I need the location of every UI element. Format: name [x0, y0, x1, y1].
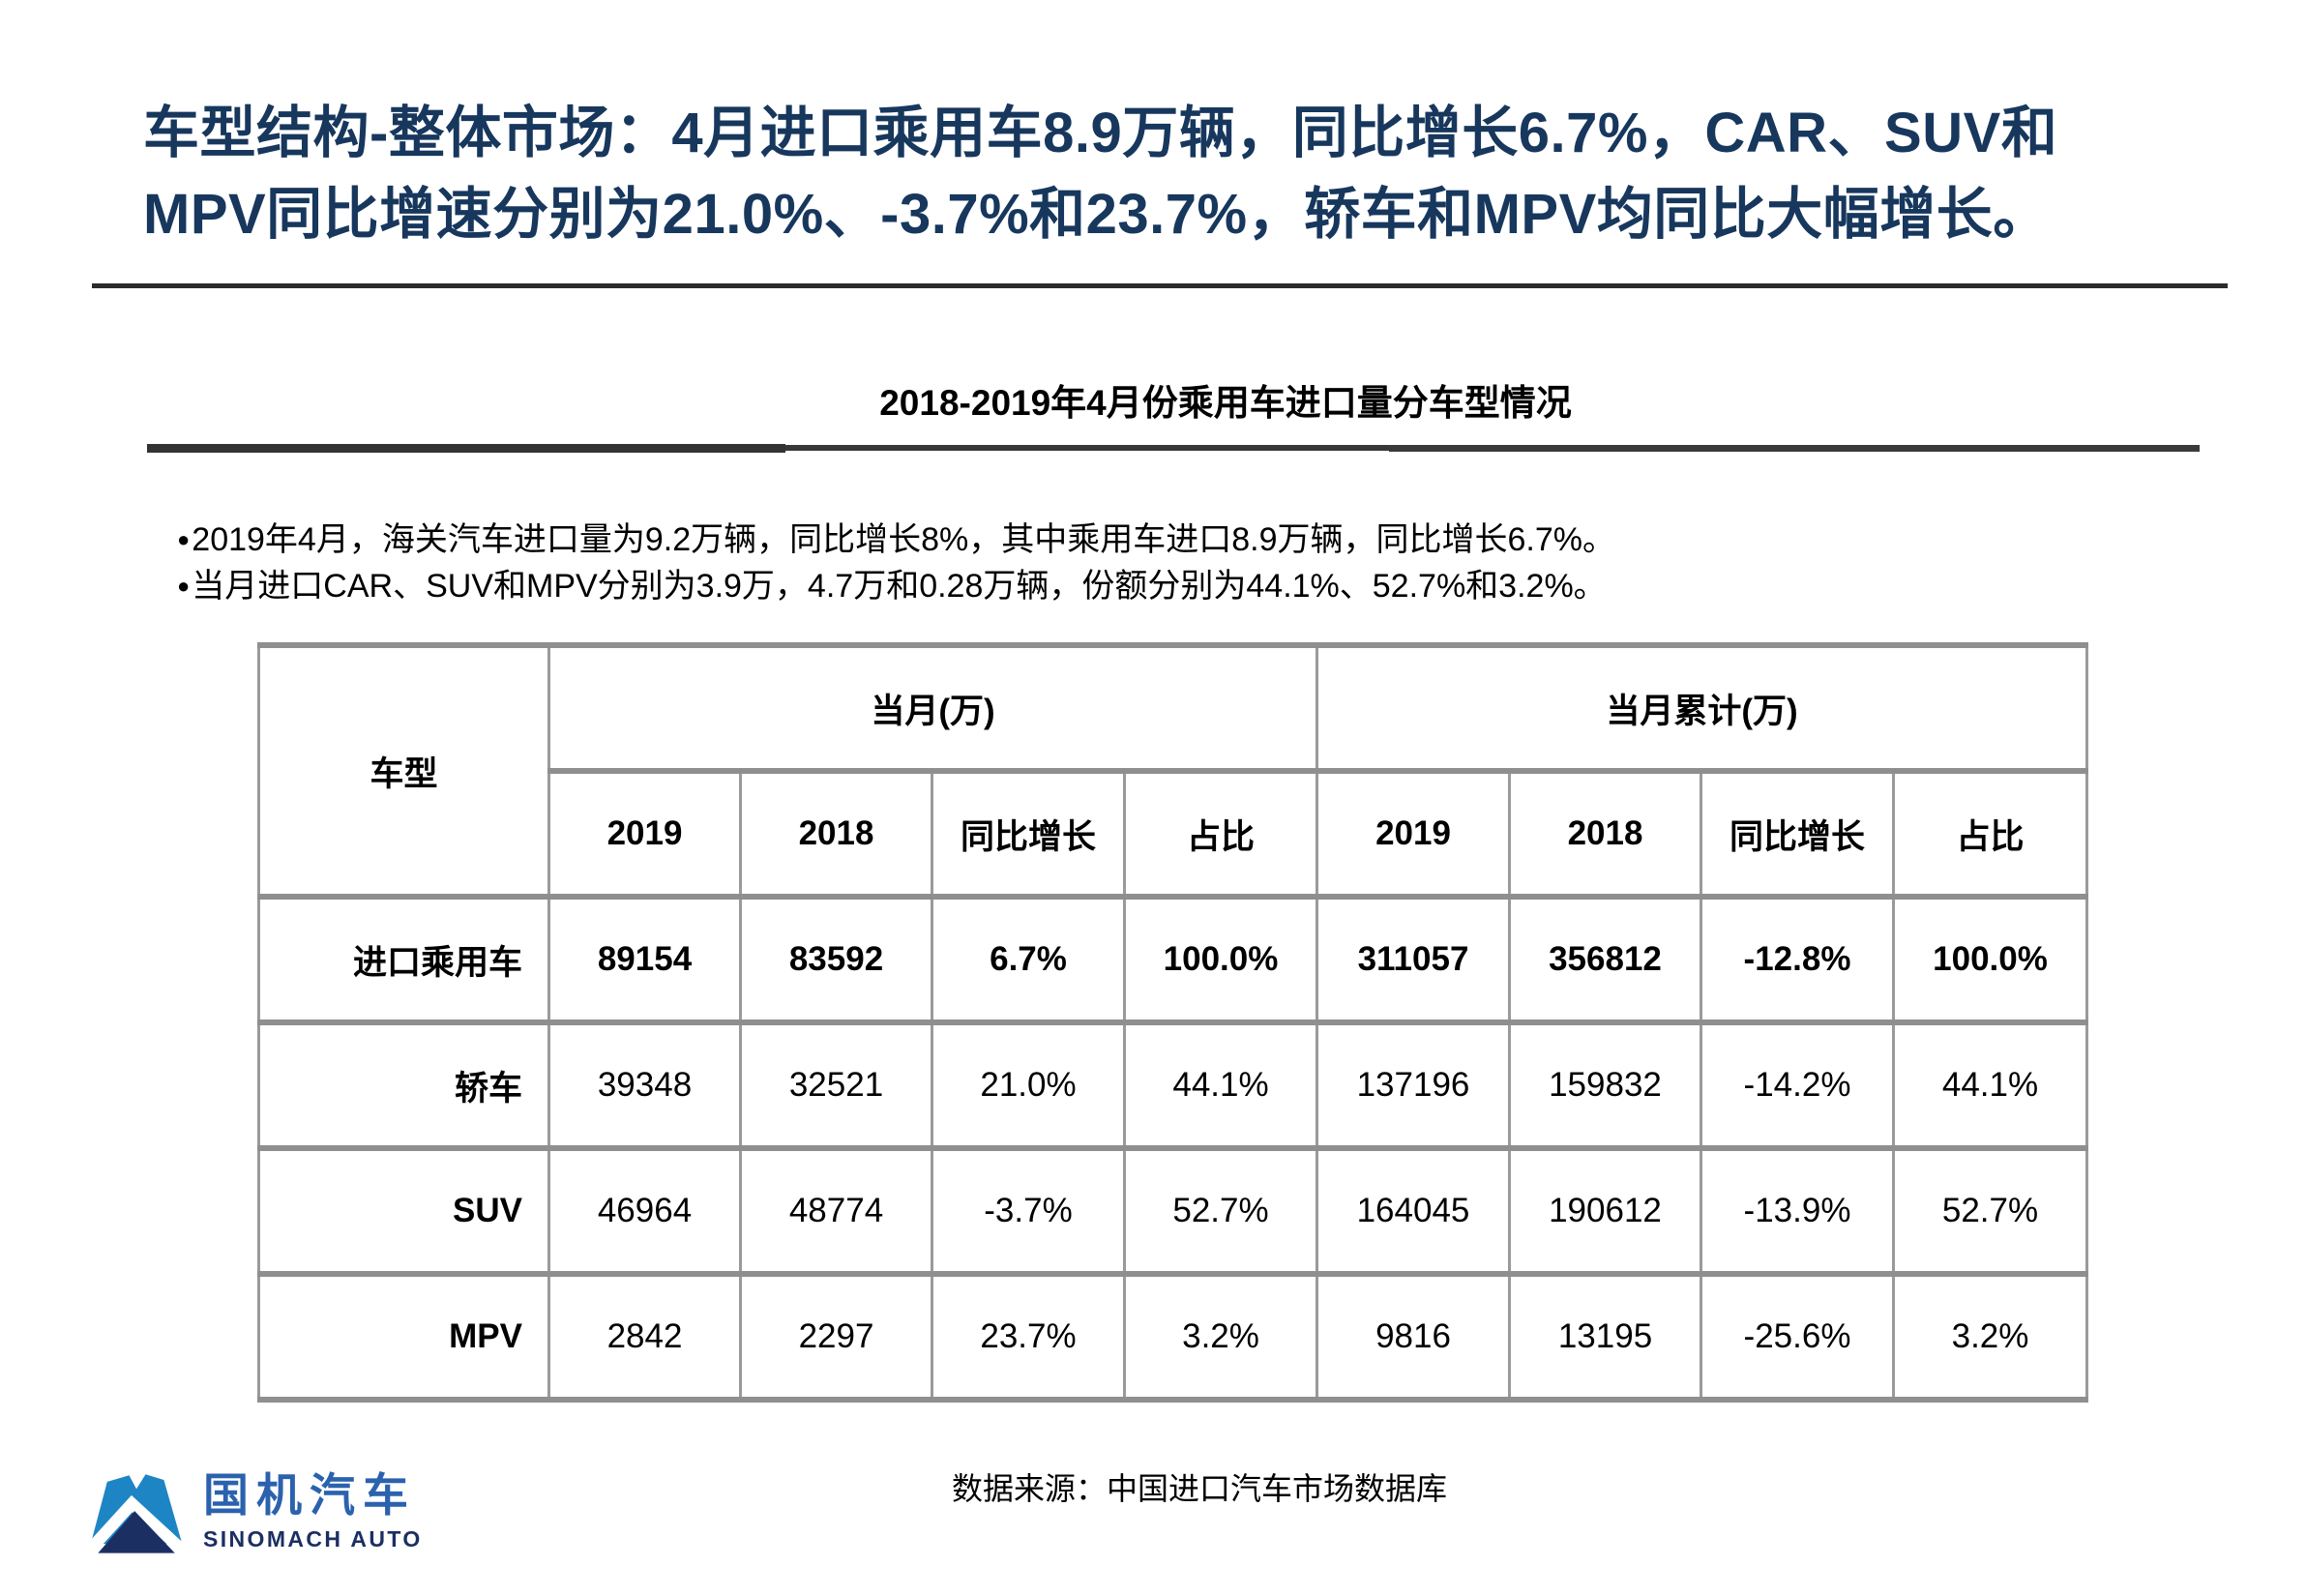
table-group-header-row: 车型 当月(万) 当月累计(万): [257, 642, 2088, 900]
cell: 39348: [547, 1020, 742, 1151]
cell: -3.7%: [931, 1145, 1126, 1277]
cell: 6.7%: [931, 894, 1126, 1025]
cell: -14.2%: [1700, 1020, 1895, 1151]
section-divider: [147, 443, 2200, 453]
cell: 21.0%: [931, 1020, 1126, 1151]
cell: 190612: [1508, 1145, 1702, 1277]
logo-name-english: SINOMACH AUTO: [203, 1526, 423, 1552]
logo-name-chinese: 国机汽车: [203, 1469, 416, 1521]
bullet-item: ●当月进口CAR、SUV和MPV分别为3.9万，4.7万和0.28万辆，份额分别…: [177, 563, 1615, 609]
section-divider-segment: [785, 445, 1389, 451]
page-title: 车型结构-整体市场：4月进口乘用车8.9万辆，同比增长6.7%，CAR、SUV和…: [143, 93, 2271, 255]
table-row-sedan: 轿车 39348 32521 21.0% 44.1% 137196 159832…: [257, 1020, 2088, 1151]
bullet-marker: ●: [177, 527, 191, 551]
bullet-text: 2019年4月，海关汽车进口量为9.2万辆，同比增长8%，其中乘用车进口8.9万…: [192, 521, 1616, 558]
cell: 100.0%: [1123, 894, 1318, 1025]
row-label: MPV: [257, 1271, 550, 1403]
header-vehicle-type: 车型: [257, 642, 550, 900]
subheader-2018: 2018: [1508, 768, 1702, 900]
group-header-current-month: 当月(万): [547, 642, 1318, 774]
cell: 3.2%: [1123, 1271, 1318, 1403]
cell: 159832: [1508, 1020, 1702, 1151]
subheader-share: 占比: [1123, 768, 1318, 900]
page-title-line-1: 车型结构-整体市场：4月进口乘用车8.9万辆，同比增长6.7%，CAR、SUV和: [143, 102, 2058, 164]
imports-table: 车型 当月(万) 当月累计(万) 2019 2018 同比增长 占比 2019 …: [257, 642, 2088, 1403]
subheader-yoy: 同比增长: [931, 768, 1126, 900]
cell: 52.7%: [1123, 1145, 1318, 1277]
section-divider-segment: [147, 443, 785, 453]
cell: 3.2%: [1892, 1271, 2088, 1403]
cell: 2842: [547, 1271, 742, 1403]
cell: 83592: [739, 894, 933, 1025]
logo-text: 国机汽车 SINOMACH AUTO: [203, 1470, 423, 1552]
cell: 44.1%: [1123, 1020, 1318, 1151]
cell: 46964: [547, 1145, 742, 1277]
cell: 48774: [739, 1145, 933, 1277]
company-logo: 国机汽车 SINOMACH AUTO: [87, 1470, 423, 1555]
cell: 311057: [1316, 894, 1511, 1025]
table-title: 2018-2019年4月份乘用车进口量分车型情况: [879, 383, 1572, 423]
cell: 44.1%: [1892, 1020, 2088, 1151]
subheader-yoy: 同比增长: [1700, 768, 1895, 900]
cell: 89154: [547, 894, 742, 1025]
cell: -25.6%: [1700, 1271, 1895, 1403]
row-label: 轿车: [257, 1020, 550, 1151]
bullet-item: ●2019年4月，海关汽车进口量为9.2万辆，同比增长8%，其中乘用车进口8.9…: [177, 517, 1615, 563]
table-row-mpv: MPV 2842 2297 23.7% 3.2% 9816 13195 -25.…: [257, 1271, 2088, 1403]
cell: 32521: [739, 1020, 933, 1151]
row-label: SUV: [257, 1145, 550, 1277]
table-subheader-row: 2019 2018 同比增长 占比 2019 2018 同比增长 占比: [259, 768, 2088, 900]
section-divider-segment: [1389, 444, 2200, 452]
cell: 164045: [1316, 1145, 1511, 1277]
cell: 356812: [1508, 894, 1702, 1025]
cell: 23.7%: [931, 1271, 1126, 1403]
cell: 137196: [1316, 1020, 1511, 1151]
cell: 52.7%: [1892, 1145, 2088, 1277]
row-label: 进口乘用车: [257, 894, 550, 1025]
group-header-cumulative: 当月累计(万): [1316, 642, 2088, 774]
subheader-share: 占比: [1892, 768, 2088, 900]
cell: 100.0%: [1892, 894, 2088, 1025]
table-row-total-imports: 进口乘用车 89154 83592 6.7% 100.0% 311057 356…: [257, 894, 2088, 1025]
cell: 13195: [1508, 1271, 1702, 1403]
data-source-note: 数据来源：中国进口汽车市场数据库: [952, 1471, 1448, 1506]
page-title-line-2: MPV同比增速分别为21.0%、-3.7%和23.7%，轿车和MPV均同比大幅增…: [143, 183, 2050, 246]
table-row-suv: SUV 46964 48774 -3.7% 52.7% 164045 19061…: [257, 1145, 2088, 1277]
subheader-2019: 2019: [1316, 768, 1511, 900]
bullet-marker: ●: [177, 574, 191, 598]
subheader-2018: 2018: [739, 768, 933, 900]
cell: 2297: [739, 1271, 933, 1403]
bullet-list: ●2019年4月，海关汽车进口量为9.2万辆，同比增长8%，其中乘用车进口8.9…: [177, 517, 1615, 609]
mountain-logo-icon: [87, 1474, 188, 1555]
cell: -12.8%: [1700, 894, 1895, 1025]
cell: -13.9%: [1700, 1145, 1895, 1277]
bullet-text: 当月进口CAR、SUV和MPV分别为3.9万，4.7万和0.28万辆，份额分别为…: [192, 568, 1607, 605]
cell: 9816: [1316, 1271, 1511, 1403]
title-divider: [92, 283, 2228, 288]
subheader-2019: 2019: [547, 768, 742, 900]
